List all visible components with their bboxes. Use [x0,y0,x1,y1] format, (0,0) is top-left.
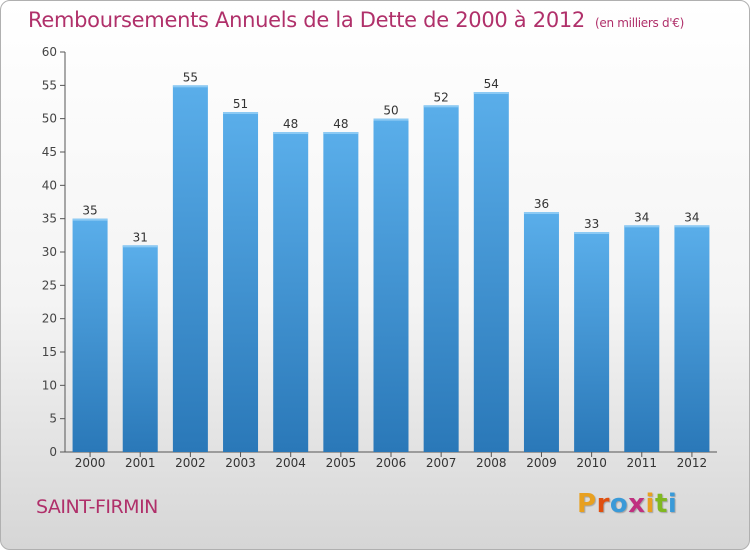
bar [323,132,359,452]
y-tick-label: 25 [42,278,57,292]
y-tick-label: 0 [49,445,57,459]
bar-value-label: 31 [133,230,148,244]
y-tick-label: 35 [42,212,57,226]
y-tick-label: 30 [42,245,57,259]
x-tick-label: 2001 [125,456,156,470]
logo-letter: t [654,489,668,519]
bar-highlight [72,218,108,221]
logo-letter: i [667,489,678,519]
x-tick-label: 2002 [175,456,206,470]
y-tick-label: 15 [42,345,57,359]
bars: 35 31 55 51 48 48 50 52 54 36 33 34 34 [72,70,710,453]
bar-value-label: 55 [183,70,198,84]
bar-highlight [273,132,309,134]
chart-subtitle: (en milliers d'€) [595,16,685,30]
y-tick-label: 55 [42,78,57,92]
x-tick-label: 2009 [526,456,557,470]
x-tick-label: 2012 [677,456,708,470]
x-tick-label: 2004 [275,456,306,470]
bar [423,105,459,452]
x-tick-label: 2003 [225,456,256,470]
bar-value-label: 51 [233,97,248,111]
proxiti-logo: Proxiti [577,489,677,519]
bar-value-label: 34 [634,210,649,224]
bar [674,225,710,452]
bar [523,212,559,452]
logo-letter: o [609,489,629,519]
y-tick-label: 10 [42,378,57,392]
bar-value-label: 54 [484,77,499,91]
bar-highlight [373,118,409,121]
y-tick-label: 50 [42,112,57,126]
bar-value-label: 36 [534,197,549,211]
bar [624,225,660,452]
bar-value-label: 48 [333,117,348,131]
commune-name: SAINT-FIRMIN [36,496,158,518]
x-tick-label: 2000 [75,456,106,470]
x-tick-label: 2010 [576,456,607,470]
bar-value-label: 52 [434,90,449,104]
bar-highlight [172,85,208,88]
axes: 0 5 10 15 20 25 30 35 40 45 50 55 60 2000 2001 2002 2003… [42,45,717,470]
bar [473,92,509,452]
bar [122,245,158,452]
bar-value-label: 34 [684,210,699,224]
bar-highlight [473,92,509,94]
y-tick-label: 5 [49,412,57,426]
x-tick-label: 2008 [476,456,507,470]
y-tick-label: 45 [42,145,57,159]
y-tick-label: 20 [42,312,57,326]
chart-title-text: Remboursements Annuels de la Dette de 20… [28,8,585,32]
bar [574,232,610,452]
logo-letter: r [596,489,610,519]
logo-letter: i [645,489,655,519]
logo-letter: P [577,489,597,519]
bar-highlight [674,225,710,228]
x-tick-label: 2005 [326,456,357,470]
bar [373,118,409,453]
bar-value-label: 50 [383,104,398,118]
bar-highlight [122,245,158,248]
x-tick-label: 2007 [426,456,457,470]
bar-highlight [323,132,359,134]
y-tick-label: 60 [42,45,57,59]
bar [273,132,309,452]
bar-highlight [523,212,559,214]
bar-highlight [223,112,259,114]
bar [223,112,259,452]
chart-title: Remboursements Annuels de la Dette de 20… [28,8,684,32]
bar-value-label: 33 [584,217,599,231]
bar-highlight [624,225,660,228]
y-tick-label: 40 [42,178,57,192]
x-tick-label: 2011 [626,456,657,470]
bar-value-label: 35 [82,204,97,218]
bar-highlight [423,105,459,108]
x-tick-label: 2006 [376,456,407,470]
bar-highlight [574,232,610,234]
logo-letter: x [628,489,646,519]
bar-value-label: 48 [283,117,298,131]
bar [172,85,208,452]
bar [72,218,108,452]
